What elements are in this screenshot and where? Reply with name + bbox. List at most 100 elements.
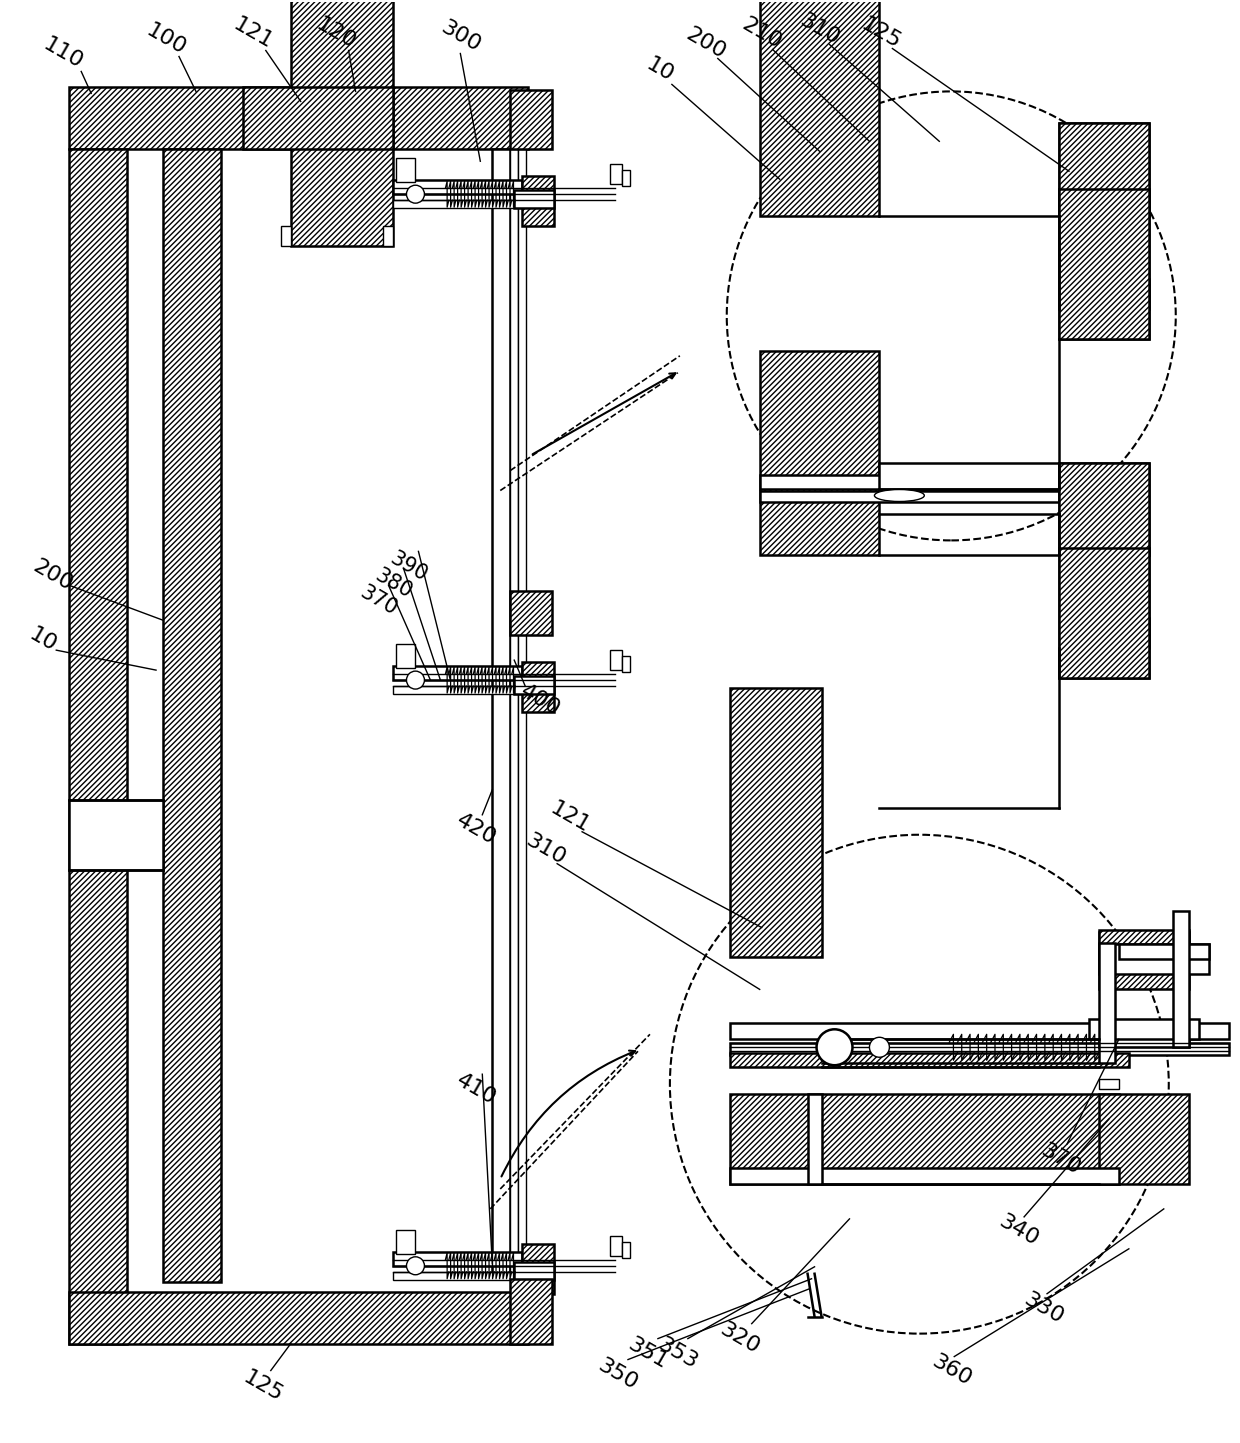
Text: 351: 351 <box>625 1335 671 1372</box>
Bar <box>162 149 221 1281</box>
Text: 121: 121 <box>547 798 594 837</box>
Bar <box>1099 1079 1118 1089</box>
Circle shape <box>869 1038 889 1058</box>
Bar <box>730 1167 1118 1183</box>
Text: 100: 100 <box>143 20 190 59</box>
Bar <box>396 644 415 668</box>
Bar <box>622 657 630 672</box>
Bar <box>69 88 528 149</box>
Text: 330: 330 <box>1021 1290 1068 1328</box>
Bar <box>396 1229 415 1254</box>
Bar <box>1059 548 1148 678</box>
Bar <box>69 149 128 1343</box>
Bar <box>760 491 1059 502</box>
Text: 390: 390 <box>386 548 430 584</box>
Text: 125: 125 <box>239 1367 286 1405</box>
Bar <box>1079 618 1148 648</box>
Bar <box>1059 123 1148 216</box>
Bar <box>610 651 622 670</box>
Circle shape <box>727 91 1176 541</box>
Bar <box>393 180 522 195</box>
Bar <box>1099 945 1209 974</box>
Bar <box>396 159 415 182</box>
Bar <box>69 1291 528 1343</box>
Bar <box>522 1244 554 1294</box>
Text: 410: 410 <box>453 1069 500 1108</box>
Text: 370: 370 <box>356 582 401 619</box>
Bar <box>290 0 393 247</box>
Bar <box>510 91 552 149</box>
Bar <box>760 475 1059 489</box>
Text: 10: 10 <box>642 53 677 85</box>
Text: 121: 121 <box>229 14 277 53</box>
Bar <box>730 1053 1128 1068</box>
Bar <box>760 0 879 216</box>
Bar <box>807 1094 822 1183</box>
Bar <box>492 149 510 1278</box>
Bar <box>280 227 290 247</box>
Bar <box>622 170 630 186</box>
Bar <box>1059 463 1148 556</box>
Text: 300: 300 <box>436 17 484 56</box>
Bar <box>518 149 526 1278</box>
Bar <box>1099 932 1189 990</box>
Bar <box>730 688 822 958</box>
Bar <box>522 662 554 711</box>
Bar <box>515 1261 554 1280</box>
Bar <box>393 685 522 694</box>
Bar <box>1173 911 1189 1048</box>
Circle shape <box>407 185 424 203</box>
Text: 353: 353 <box>655 1335 702 1372</box>
Bar <box>622 1242 630 1258</box>
Bar <box>1099 929 1189 960</box>
Bar <box>1099 1094 1189 1183</box>
Bar <box>879 463 1059 489</box>
Bar <box>1059 463 1148 556</box>
Bar <box>69 799 162 870</box>
Text: 200: 200 <box>682 25 729 63</box>
Text: 370: 370 <box>1038 1140 1085 1179</box>
Bar <box>730 1043 1229 1055</box>
Bar <box>1118 944 1209 960</box>
Text: 380: 380 <box>371 564 415 602</box>
Bar <box>243 88 393 149</box>
Bar <box>760 351 879 556</box>
Bar <box>730 1023 1229 1039</box>
Text: 125: 125 <box>858 14 905 53</box>
Text: 200: 200 <box>30 556 77 595</box>
Bar <box>510 592 552 635</box>
Bar <box>610 165 622 185</box>
Bar <box>393 1271 522 1280</box>
Bar <box>1099 942 1115 1063</box>
Bar <box>1079 278 1148 309</box>
Bar <box>515 190 554 208</box>
Bar <box>1059 123 1148 216</box>
Circle shape <box>670 834 1169 1333</box>
Bar <box>1059 548 1148 678</box>
Bar <box>393 667 522 680</box>
Bar <box>1059 189 1148 339</box>
Text: 360: 360 <box>928 1351 975 1390</box>
Bar <box>730 1094 1118 1183</box>
Text: 340: 340 <box>996 1212 1043 1250</box>
Text: 350: 350 <box>594 1355 641 1394</box>
Text: 210: 210 <box>738 14 785 53</box>
Circle shape <box>407 671 424 690</box>
Bar <box>1059 189 1148 339</box>
Circle shape <box>817 1029 852 1065</box>
Text: 120: 120 <box>312 14 360 53</box>
Text: 320: 320 <box>717 1319 763 1358</box>
Bar <box>522 176 554 227</box>
Bar <box>1099 1032 1189 1048</box>
Text: 110: 110 <box>40 35 87 72</box>
Circle shape <box>407 1257 424 1274</box>
Text: 310: 310 <box>796 10 843 49</box>
Text: 310: 310 <box>522 830 569 869</box>
Text: 420: 420 <box>453 811 500 848</box>
Bar <box>510 149 518 1278</box>
Bar <box>610 1235 622 1255</box>
Ellipse shape <box>874 489 924 502</box>
Bar <box>382 227 393 247</box>
Text: 10: 10 <box>26 625 61 657</box>
Bar <box>393 1253 522 1266</box>
